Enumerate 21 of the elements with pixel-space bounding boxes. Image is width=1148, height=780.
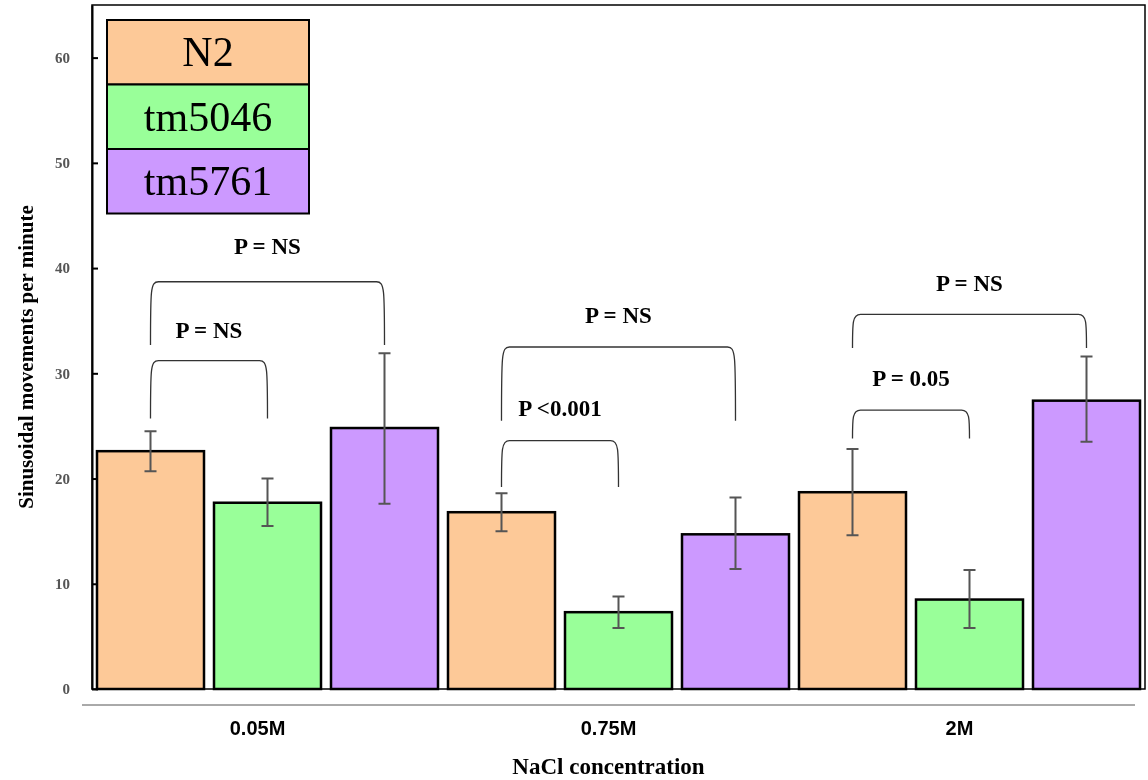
y-tick-label: 20 xyxy=(55,470,70,487)
y-tick-label: 10 xyxy=(55,576,70,593)
annotation: P = NS xyxy=(175,317,243,343)
x-axis-title: NaCl concentration xyxy=(512,754,705,779)
y-axis-title: Sinusoidal movements per minute xyxy=(14,205,38,509)
annotation: P = NS xyxy=(936,271,1003,297)
y-tick-label: 0 xyxy=(62,681,70,698)
y-tick-label: 50 xyxy=(55,155,70,172)
annotation: P = NS xyxy=(234,234,301,260)
text: tm5046 xyxy=(143,93,273,140)
annotation: P = NS xyxy=(585,302,652,328)
annotation: P = 0.05 xyxy=(872,365,950,391)
y-tick-label: 60 xyxy=(55,49,70,66)
y-tick-label: 40 xyxy=(55,260,70,277)
x-tick-label: 2M xyxy=(945,717,974,739)
y-tick-label: 30 xyxy=(55,365,70,382)
annotation: P <0.001 xyxy=(518,396,602,422)
x-tick-label: 0.05M xyxy=(229,717,286,739)
text: tm5761 xyxy=(143,158,273,204)
text: N2 xyxy=(182,29,234,75)
x-tick-label: 0.75M xyxy=(580,717,637,739)
